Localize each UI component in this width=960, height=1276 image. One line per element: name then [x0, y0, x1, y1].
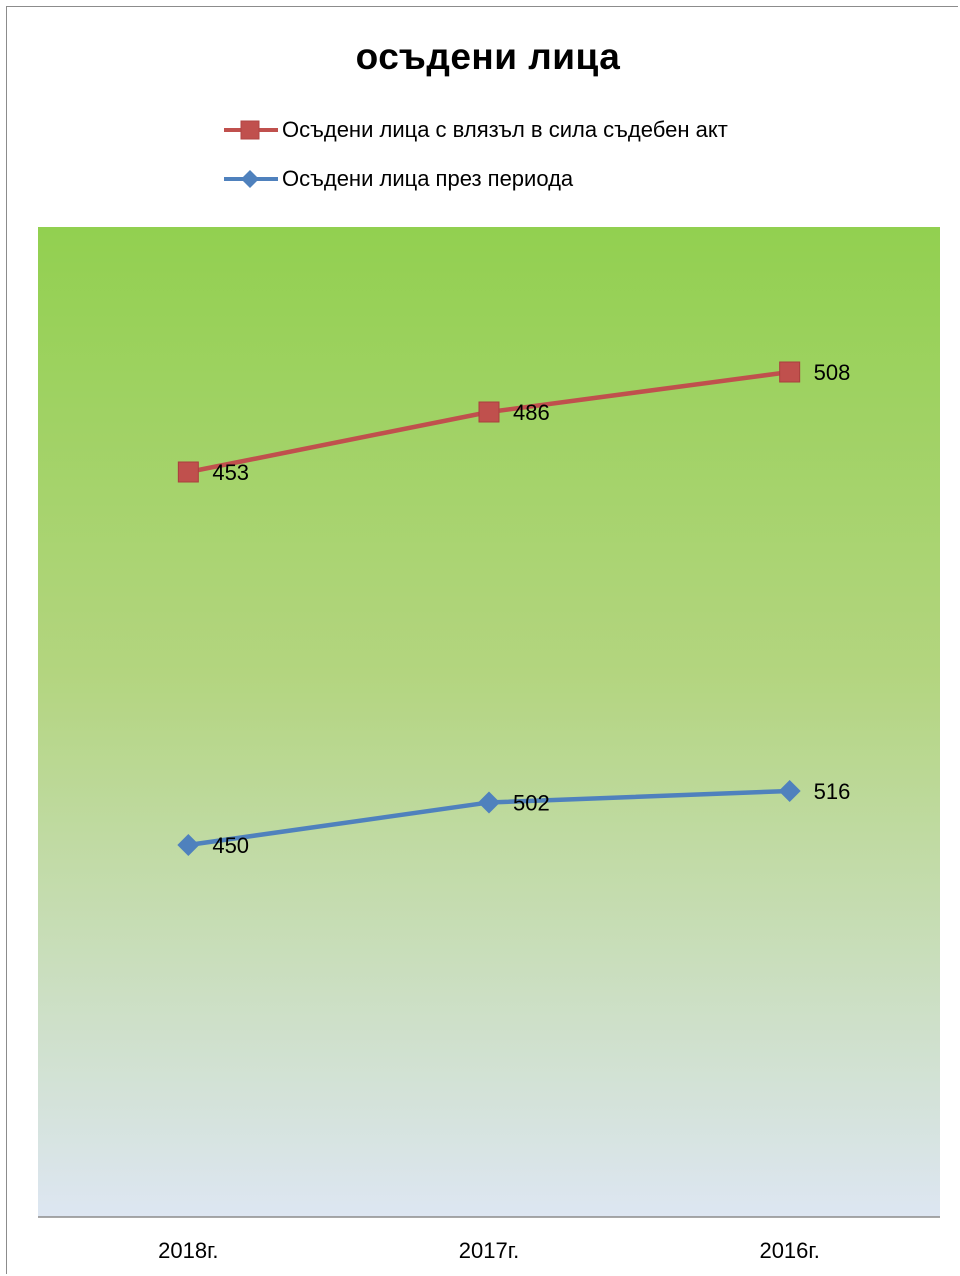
series-2-data-label-2: 502	[513, 790, 550, 815]
series-2-point-2	[478, 791, 500, 814]
legend-entry-series-2: Осъдени лица през периода	[222, 164, 573, 194]
legend-diamond-marker-icon	[224, 170, 278, 188]
series-1-point-3	[779, 361, 801, 383]
series-1-data-label-3: 508	[814, 360, 851, 385]
chart-title: осъдени лица	[355, 36, 621, 77]
series-1-point-1	[177, 461, 199, 483]
series-2-point-3	[778, 780, 801, 802]
legend-square-marker-icon	[224, 120, 278, 140]
legend-entry-series-1: Осъдени лица с влязъл в сила съдебен акт	[222, 115, 728, 145]
series-1-point-2	[478, 401, 500, 423]
series-1-data-label-2: 486	[513, 400, 550, 425]
x-tick-label-3: 2016г.	[759, 1238, 819, 1263]
series-2-point-1	[177, 834, 200, 856]
series-1-data-label-1: 453	[212, 460, 249, 485]
legend-label-series-2: Осъдени лица през периода	[282, 166, 574, 191]
x-tick-label-2: 2017г.	[459, 1238, 519, 1263]
plot-area-background	[38, 227, 940, 1217]
legend-label-series-1: Осъдени лица с влязъл в сила съдебен акт	[282, 117, 728, 142]
series-2-data-label-3: 516	[814, 779, 851, 804]
series-2-data-label-1: 450	[212, 833, 249, 858]
x-tick-label-1: 2018г.	[158, 1238, 218, 1263]
